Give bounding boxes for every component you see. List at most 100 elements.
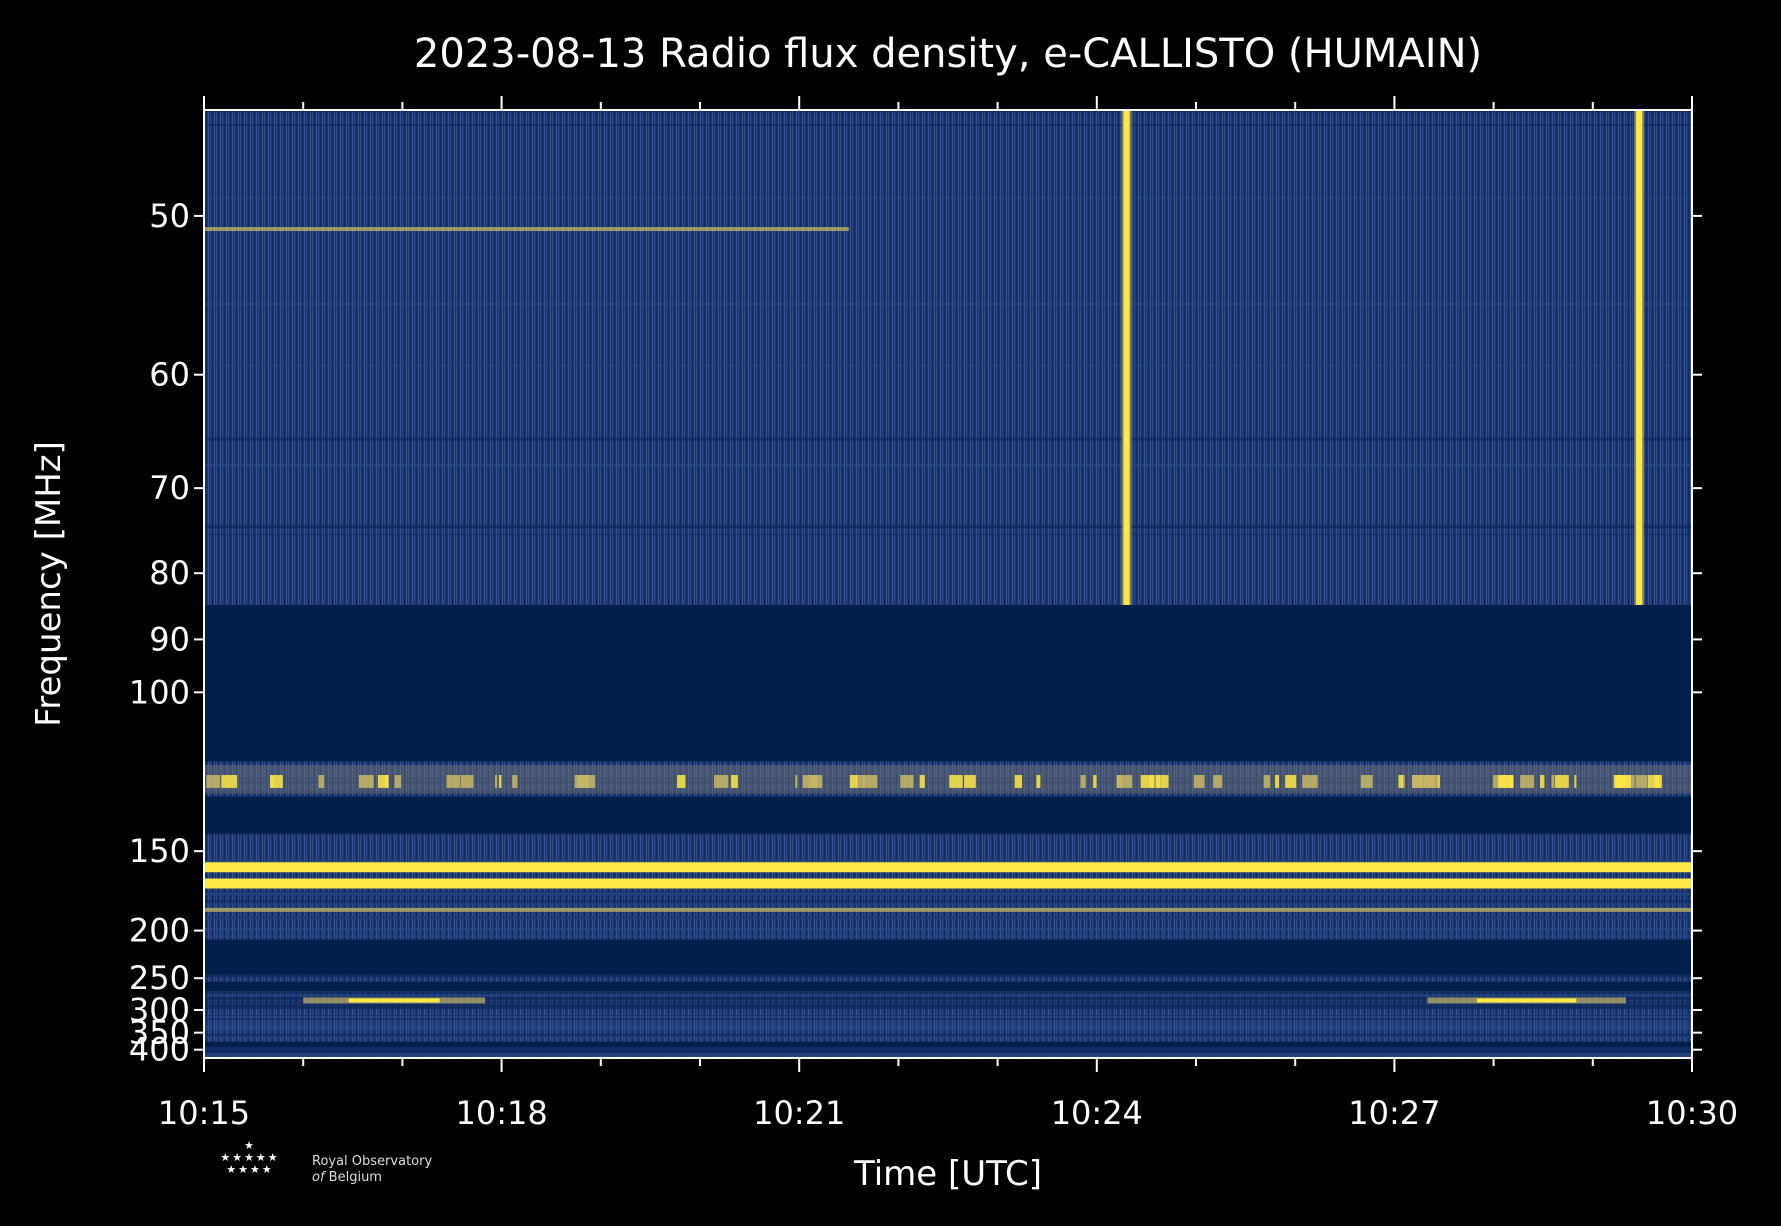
- noise-streak: [204, 1006, 1692, 1010]
- interference-spike: [919, 775, 925, 788]
- emission-line: [204, 878, 1692, 889]
- interference-spike: [460, 775, 474, 788]
- interference-spike: [494, 775, 498, 788]
- y-tick-label: 100: [129, 673, 190, 711]
- y-axis-label: Frequency [MHz]: [29, 441, 69, 727]
- interference-spike: [949, 775, 963, 788]
- interference-spike: [206, 775, 221, 788]
- emission-segment-core: [348, 998, 440, 1003]
- interference-spike: [1193, 775, 1205, 788]
- interference-spike: [1635, 775, 1648, 788]
- interference-spike: [1263, 775, 1271, 788]
- noise-streak: [204, 524, 1692, 529]
- noise-streak: [204, 1033, 1692, 1037]
- noise-streak: [204, 900, 1692, 905]
- interference-spike: [1437, 775, 1440, 788]
- logo-line2: of Belgium: [312, 1170, 382, 1185]
- radio-burst: [1636, 110, 1643, 605]
- interference-spike: [1160, 775, 1169, 788]
- spectrogram-background: [204, 110, 1692, 1058]
- noise-streak: [204, 892, 1692, 896]
- interference-spike: [1149, 775, 1162, 788]
- noise-streak: [204, 1049, 1692, 1054]
- noise-streak: [204, 781, 1692, 784]
- noise-streak: [204, 1015, 1692, 1017]
- y-tick-label: 60: [149, 356, 190, 394]
- interference-spike: [1423, 775, 1438, 788]
- interference-spike: [377, 775, 389, 788]
- interference-spike: [1116, 775, 1133, 788]
- y-tick-label: 50: [149, 197, 190, 235]
- gap-band: [204, 604, 1692, 762]
- noise-streak: [204, 437, 1692, 441]
- x-tick-label: 10:21: [753, 1094, 845, 1132]
- noise-streak: [204, 975, 1692, 978]
- interference-spike: [731, 775, 738, 788]
- interference-spike: [863, 775, 878, 788]
- emission-line: [204, 227, 849, 232]
- noise-streak: [204, 928, 1692, 931]
- interference-spike: [385, 775, 389, 788]
- noise-streak: [204, 916, 1692, 919]
- interference-spike: [1285, 775, 1297, 788]
- noise-streak: [204, 790, 1692, 794]
- interference-spike: [270, 775, 283, 788]
- noise-streak: [204, 302, 1692, 306]
- noise-streak: [204, 533, 1692, 536]
- observatory-logo: ★ ★★★★★ ★★★★ Royal Observatory of Belgiu…: [200, 1140, 500, 1210]
- interference-spike: [1520, 775, 1534, 788]
- y-tick-label: 80: [149, 554, 190, 592]
- noise-streak: [204, 927, 1692, 930]
- noise-streak: [204, 994, 1692, 999]
- noise-streak: [204, 1027, 1692, 1031]
- noise-streak: [204, 997, 1692, 999]
- y-tick-label: 70: [149, 469, 190, 507]
- interference-spike: [1213, 775, 1223, 788]
- interference-spike: [1401, 775, 1405, 788]
- interference-spike: [318, 775, 325, 788]
- interference-band: [204, 765, 1692, 794]
- interference-spike: [1274, 775, 1280, 788]
- noise-streak: [204, 777, 1692, 780]
- y-tick-label: 90: [149, 620, 190, 658]
- interference-spike: [1412, 775, 1423, 788]
- interference-spike: [1540, 775, 1545, 788]
- plot-frame: [203, 109, 1693, 1059]
- interference-spike: [1554, 775, 1569, 788]
- plot-area: [204, 110, 1692, 1058]
- noise-streak: [204, 859, 1692, 863]
- noise-streak: [204, 832, 1692, 835]
- y-tick-label: 350: [129, 1014, 190, 1052]
- chart-title: 2023-08-13 Radio flux density, e-CALLIST…: [414, 31, 1482, 77]
- interference-spike: [900, 775, 914, 788]
- interference-spike: [394, 775, 402, 788]
- interference-spike: [802, 775, 818, 788]
- interference-spike: [358, 775, 374, 788]
- x-tick-label: 10:27: [1348, 1094, 1440, 1132]
- noise-streak: [204, 1018, 1692, 1020]
- emission-line: [204, 862, 1692, 873]
- noise-streak: [204, 1024, 1692, 1028]
- logo-line1: Royal Observatory: [312, 1154, 433, 1169]
- noise-streak: [204, 1003, 1692, 1008]
- interference-spike: [1036, 775, 1041, 788]
- noise-streak: [204, 1021, 1692, 1024]
- x-axis-label: Time [UTC]: [853, 1154, 1042, 1194]
- interference-spike: [677, 775, 686, 788]
- interference-spike: [1398, 775, 1403, 788]
- interference-spike: [795, 775, 798, 788]
- noise-streak: [204, 364, 1692, 366]
- interference-spike: [1093, 775, 1097, 788]
- emission-segment-core: [1477, 998, 1577, 1003]
- gap-band: [204, 796, 1692, 834]
- y-tick-label: 400: [129, 1031, 190, 1069]
- interference-spike: [1574, 775, 1577, 788]
- interference-spike: [580, 775, 596, 788]
- noise-streak: [204, 1001, 1692, 1004]
- noise-streak: [204, 973, 1692, 977]
- logo-text: Royal Observatory of Belgium: [312, 1154, 432, 1186]
- gap-band: [204, 1041, 1692, 1047]
- noise-streak: [204, 197, 1692, 199]
- interference-spike: [1360, 775, 1373, 788]
- noise-streak: [204, 463, 1692, 467]
